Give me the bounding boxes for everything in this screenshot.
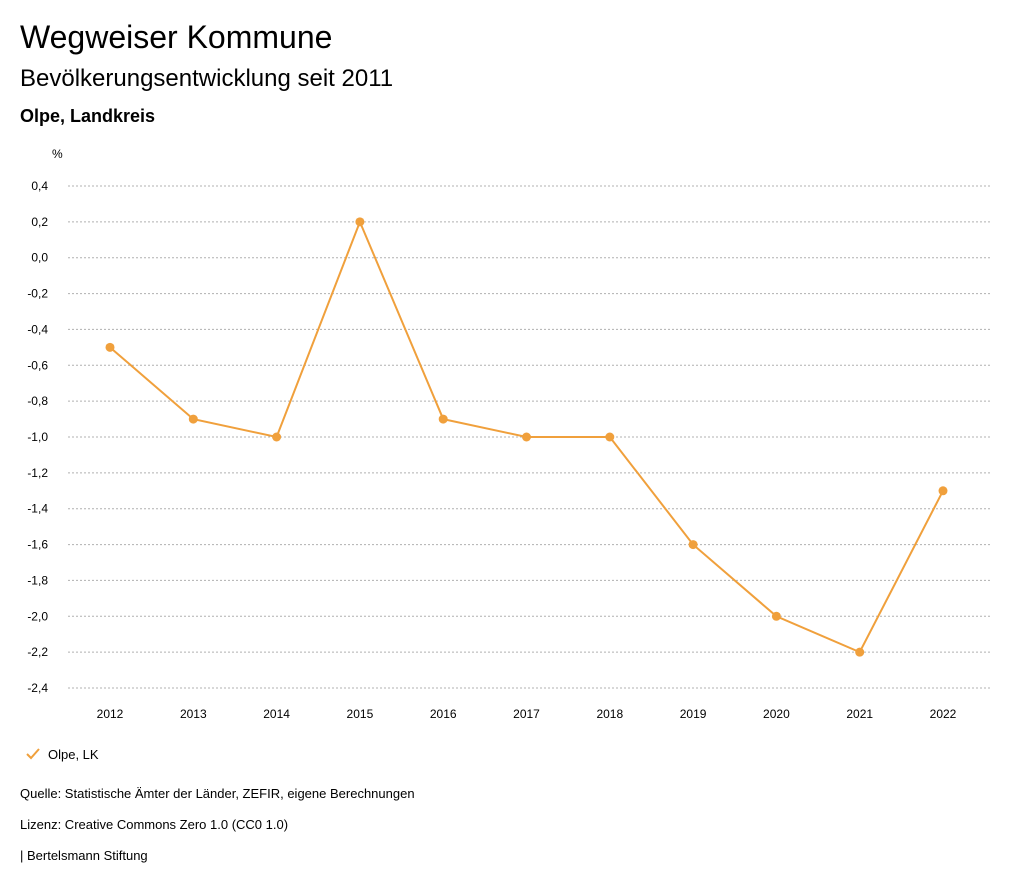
x-tick-label: 2022 (930, 707, 957, 721)
x-tick-label: 2016 (430, 707, 457, 721)
x-tick-label: 2012 (97, 707, 124, 721)
data-point (522, 432, 531, 442)
x-tick-label: 2015 (347, 707, 374, 721)
data-point (688, 540, 698, 550)
data-point (272, 432, 282, 442)
data-point (605, 432, 615, 442)
data-point (105, 342, 115, 352)
y-tick-label: -0,4 (27, 322, 48, 336)
y-tick-label: -1,0 (27, 430, 48, 444)
y-tick-label: 0,4 (31, 179, 48, 193)
line-chart: % 0,4 0,2 0,0 -0,2 -0,4 -0,6 -0,8 -1,0 -1,2 -1,4 -1… (27, 147, 990, 721)
y-tick-label: -2,4 (27, 681, 48, 695)
page-title: Wegweiser Kommune (20, 19, 333, 55)
y-tick-label: -2,2 (27, 645, 48, 659)
data-point (938, 486, 948, 496)
y-tick-label: -1,6 (27, 538, 48, 552)
license-note: Lizenz: Creative Commons Zero 1.0 (CC0 1… (20, 817, 289, 832)
y-tick-label: -1,8 (27, 573, 48, 587)
checkmark-icon (26, 748, 40, 760)
legend[interactable]: Olpe, LK (24, 744, 99, 764)
y-tick-label: -1,2 (27, 466, 48, 480)
x-tick-label: 2017 (513, 707, 540, 721)
x-tick-label: 2013 (180, 707, 207, 721)
y-tick-label: -0,8 (27, 394, 48, 408)
x-tick-label: 2020 (763, 707, 790, 721)
source-note: Quelle: Statistische Ämter der Länder, Z… (20, 786, 415, 801)
region-label: Olpe, Landkreis (20, 106, 156, 126)
y-tick-label: 0,2 (31, 215, 48, 229)
y-tick-label: -0,2 (27, 287, 48, 301)
data-point (855, 647, 865, 657)
y-tick-label: -2,0 (27, 609, 48, 623)
y-tick-label: -1,4 (27, 502, 48, 516)
data-point (188, 414, 198, 424)
publisher-note: | Bertelsmann Stiftung (20, 848, 148, 863)
x-tick-label: 2014 (263, 707, 290, 721)
data-point (355, 217, 365, 227)
data-point (438, 414, 448, 424)
x-tick-label: 2018 (596, 707, 623, 721)
x-tick-label: 2021 (846, 707, 873, 721)
y-axis-unit: % (52, 147, 63, 161)
data-point (771, 611, 781, 621)
x-tick-label: 2019 (680, 707, 707, 721)
y-tick-label: 0,0 (31, 251, 48, 265)
y-tick-label: -0,6 (27, 358, 48, 372)
legend-label: Olpe, LK (48, 746, 99, 762)
chart-subtitle: Bevölkerungsentwicklung seit 2011 (20, 65, 394, 92)
